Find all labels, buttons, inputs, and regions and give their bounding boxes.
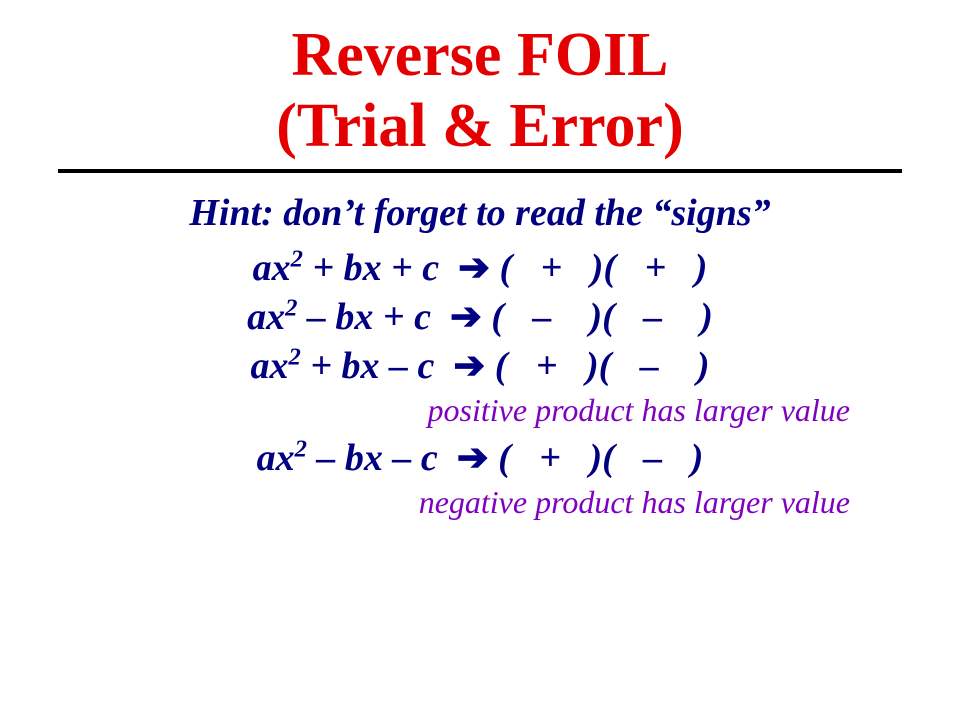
equation-1: ax2 + bx + c ➔ ( + )( + ) <box>40 245 920 290</box>
arrow-icon: ➔ <box>453 345 485 387</box>
eq2-rhs: ( – )( – ) <box>482 296 713 338</box>
slide: Reverse FOIL (Trial & Error) Hint: don’t… <box>0 0 960 720</box>
eq1-rest: + bx + c <box>303 247 458 289</box>
arrow-icon: ➔ <box>457 437 489 479</box>
arrow-icon: ➔ <box>458 247 490 289</box>
eq3-rest: + bx – c <box>301 345 454 387</box>
eq4-exp: 2 <box>295 435 307 462</box>
eq4-rest: – bx – c <box>307 437 457 479</box>
eq2-rest: – bx + c <box>297 296 450 338</box>
content-area: Hint: don’t forget to read the “signs” a… <box>40 191 920 521</box>
hint-text: Hint: don’t forget to read the “signs” <box>40 191 920 235</box>
eq2-ax: ax <box>247 296 285 338</box>
eq3-ax: ax <box>251 345 289 387</box>
note-negative: negative product has larger value <box>40 484 920 521</box>
eq4-rhs: ( + )( – ) <box>489 437 704 479</box>
title-line-1: Reverse FOIL <box>40 20 920 91</box>
equation-4: ax2 – bx – c ➔ ( + )( – ) <box>40 435 920 480</box>
equation-3: ax2 + bx – c ➔ ( + )( – ) <box>40 343 920 388</box>
equation-2: ax2 – bx + c ➔ ( – )( – ) <box>40 294 920 339</box>
eq1-rhs: ( + )( + ) <box>490 247 707 289</box>
eq1-exp: 2 <box>291 245 303 272</box>
eq1-ax: ax <box>253 247 291 289</box>
eq2-exp: 2 <box>285 294 297 321</box>
eq3-exp: 2 <box>289 343 301 370</box>
title-line-2: (Trial & Error) <box>40 91 920 162</box>
note-positive: positive product has larger value <box>40 392 920 429</box>
title-underline <box>58 169 902 173</box>
eq4-ax: ax <box>257 437 295 479</box>
arrow-icon: ➔ <box>450 296 482 338</box>
slide-title: Reverse FOIL (Trial & Error) <box>40 20 920 163</box>
eq3-rhs: ( + )( – ) <box>485 345 709 387</box>
